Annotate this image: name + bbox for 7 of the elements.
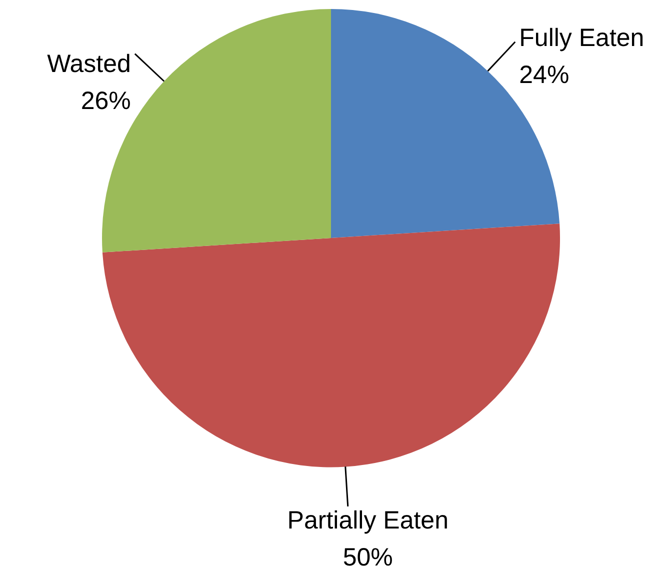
slice-label: Fully Eaten [519, 24, 644, 52]
pie-slice [102, 224, 560, 468]
slice-label: Wasted [47, 50, 131, 78]
data-label: 50% [342, 543, 393, 572]
slice-label: Partially Eaten [287, 506, 448, 534]
data-label: 24% [519, 60, 570, 89]
data-label: 26% [80, 86, 131, 115]
